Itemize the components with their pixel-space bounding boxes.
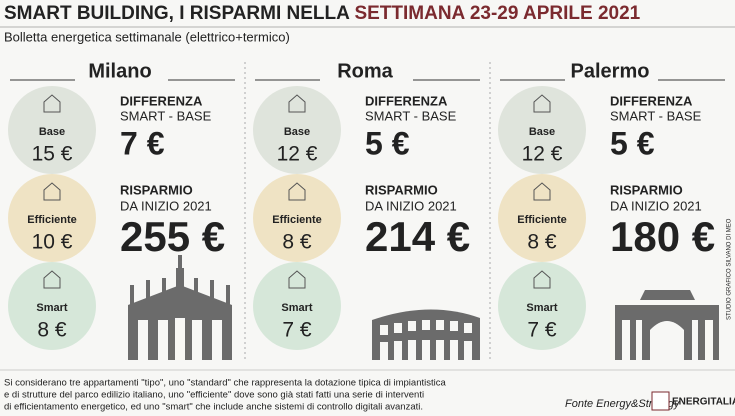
house-icon xyxy=(43,94,61,113)
difference-value: 5 € xyxy=(610,125,655,161)
savings-title: RISPARMIO xyxy=(120,182,193,197)
savings-subtitle: DA INIZIO 2021 xyxy=(120,198,212,213)
base-circle xyxy=(253,86,341,174)
politeama-icon xyxy=(615,290,719,360)
smart-circle xyxy=(8,262,96,350)
difference-title: DIFFERENZA xyxy=(120,93,203,108)
smart-value: 7 € xyxy=(282,319,312,342)
city-name: Roma xyxy=(337,60,393,82)
smart-label: Smart xyxy=(526,302,558,314)
difference-value: 7 € xyxy=(120,125,165,161)
house-icon xyxy=(288,94,306,113)
efficiente-label: Efficiente xyxy=(272,214,322,226)
base-label: Base xyxy=(529,126,555,138)
efficiente-label: Efficiente xyxy=(27,214,77,226)
efficiente-circle xyxy=(253,174,341,262)
smart-value: 8 € xyxy=(37,319,67,342)
savings-value: 214 € xyxy=(365,213,470,260)
title-period: SETTIMANA 23-29 APRILE 2021 xyxy=(354,3,640,24)
house-icon xyxy=(288,270,306,289)
title: SMART BUILDING, I RISPARMI NELLA SETTIMA… xyxy=(4,3,641,24)
difference-title: DIFFERENZA xyxy=(365,93,448,108)
base-label: Base xyxy=(284,126,310,138)
efficiente-value: 8 € xyxy=(282,231,312,254)
house-icon xyxy=(43,182,61,201)
house-icon xyxy=(533,94,551,113)
house-icon xyxy=(533,270,551,289)
base-circle xyxy=(8,86,96,174)
base-value: 15 € xyxy=(32,143,73,166)
smart-circle xyxy=(498,262,586,350)
title-main: SMART BUILDING, I RISPARMI NELLA xyxy=(4,3,350,24)
base-label: Base xyxy=(39,126,65,138)
logo-mark xyxy=(651,391,670,411)
city-name: Palermo xyxy=(571,60,650,82)
note-line: Si considerano tre appartamenti "tipo", … xyxy=(4,378,446,389)
base-value: 12 € xyxy=(277,143,318,166)
savings-subtitle: DA INIZIO 2021 xyxy=(610,198,702,213)
difference-title: DIFFERENZA xyxy=(610,93,693,108)
savings-value: 180 € xyxy=(610,213,715,260)
note-line: di efficientamento energetico, ed uno "s… xyxy=(4,402,423,413)
difference-subtitle: SMART - BASE xyxy=(610,108,702,123)
colosseum-icon xyxy=(372,309,480,360)
savings-value: 255 € xyxy=(120,213,225,260)
credit: STUDIO GRAFICO SILVANO DI MEO xyxy=(727,218,733,320)
smart-value: 7 € xyxy=(527,319,557,342)
subtitle: Bolletta energetica settimanale (elettri… xyxy=(4,29,290,44)
efficiente-circle xyxy=(8,174,96,262)
savings-title: RISPARMIO xyxy=(610,182,683,197)
house-icon xyxy=(288,182,306,201)
difference-subtitle: SMART - BASE xyxy=(120,108,212,123)
difference-subtitle: SMART - BASE xyxy=(365,108,457,123)
efficiente-circle xyxy=(498,174,586,262)
savings-title: RISPARMIO xyxy=(365,182,438,197)
smart-label: Smart xyxy=(281,302,313,314)
efficiente-value: 10 € xyxy=(32,231,73,254)
smart-label: Smart xyxy=(36,302,68,314)
savings-subtitle: DA INIZIO 2021 xyxy=(365,198,457,213)
efficiente-value: 8 € xyxy=(527,231,557,254)
note-line: e di strutture del parco edilizio italia… xyxy=(4,390,424,401)
house-icon xyxy=(43,270,61,289)
house-icon xyxy=(533,182,551,201)
base-value: 12 € xyxy=(522,143,563,166)
difference-value: 5 € xyxy=(365,125,410,161)
smart-circle xyxy=(253,262,341,350)
base-circle xyxy=(498,86,586,174)
city-name: Milano xyxy=(88,60,151,82)
logo: ENERGITALIA xyxy=(672,397,735,408)
efficiente-label: Efficiente xyxy=(517,214,567,226)
